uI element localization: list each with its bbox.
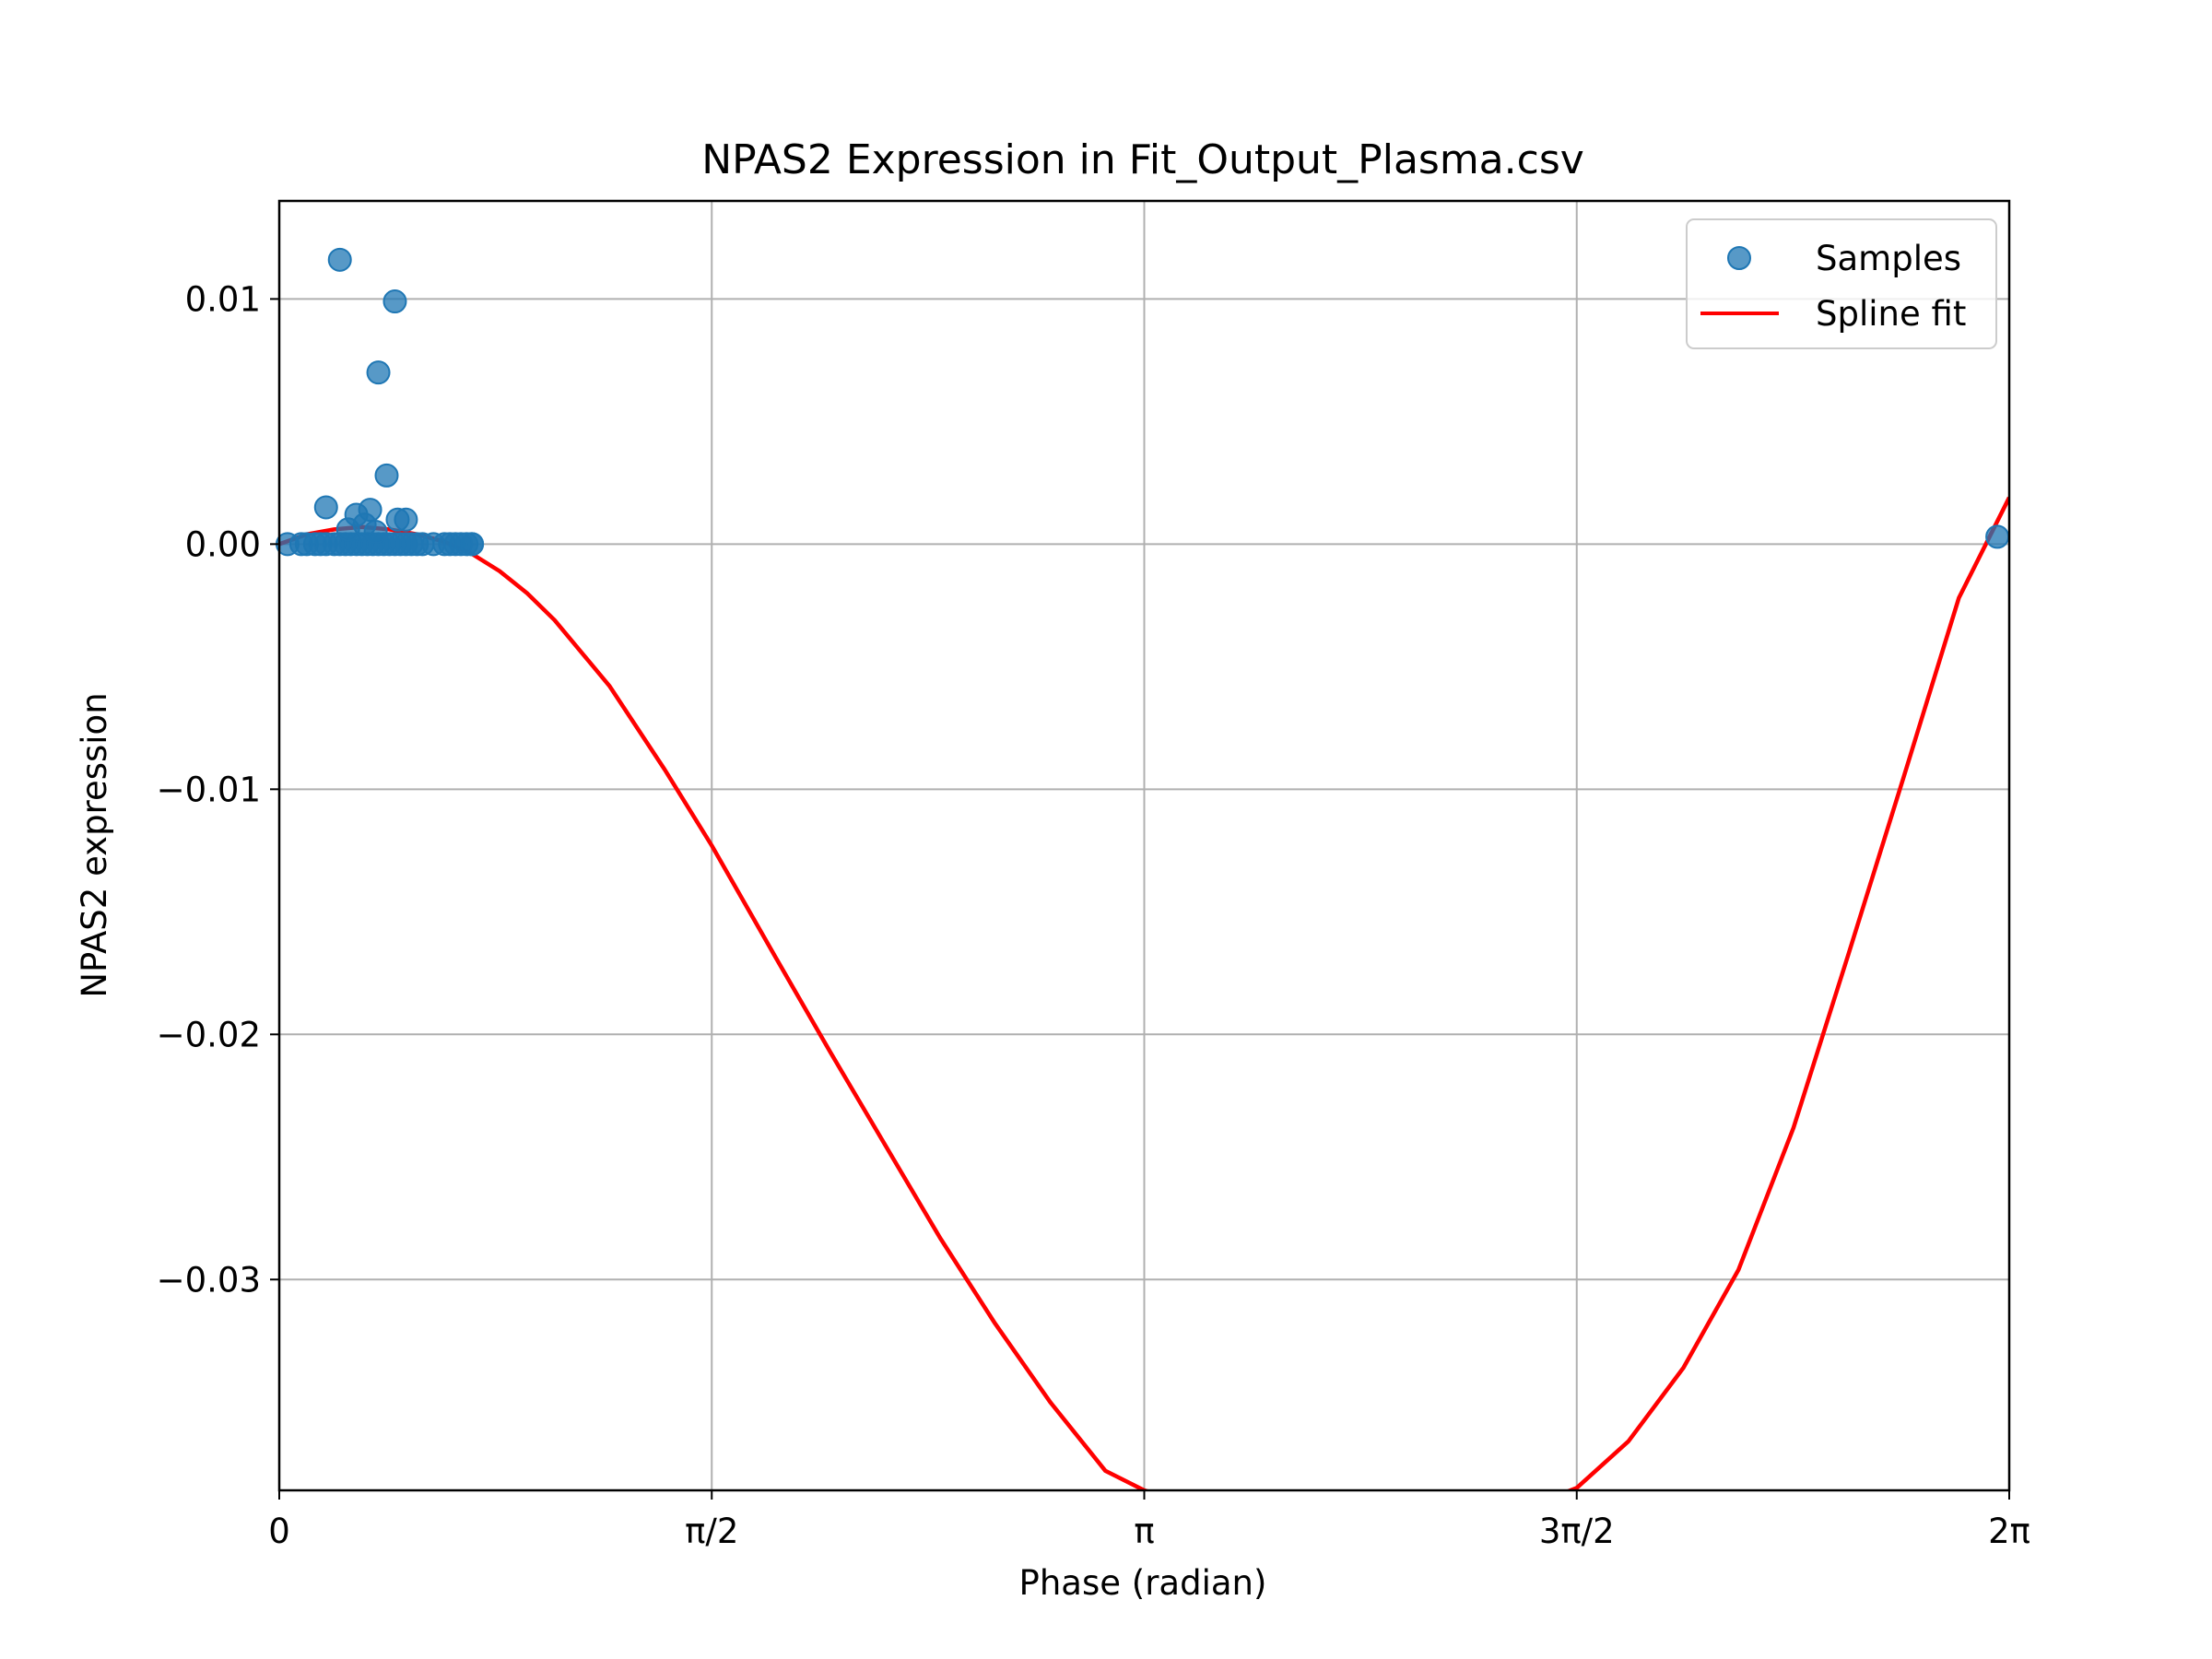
- legend-spline-label: Spline fit: [1816, 294, 1966, 334]
- sample-point: [443, 532, 468, 557]
- sample-point: [352, 512, 377, 537]
- legend-samples-label: Samples: [1816, 239, 1961, 278]
- legend-box: [1686, 218, 1997, 349]
- sample-point: [366, 360, 391, 385]
- y-tick-label: −0.02: [157, 1015, 261, 1054]
- y-tick-label: −0.03: [157, 1260, 261, 1300]
- axes: [270, 199, 2011, 1500]
- sample-point: [327, 247, 352, 272]
- x-tick-label: 2π: [1988, 1512, 2030, 1551]
- y-tick-label: 0.00: [185, 524, 261, 564]
- samples-layer: [275, 247, 2010, 557]
- plot-frame: [277, 199, 2011, 1492]
- chart-title: NPAS2 Expression in Fit_Output_Plasma.cs…: [701, 136, 1584, 183]
- sample-point: [374, 463, 399, 488]
- y-tick-label: 0.01: [185, 279, 261, 319]
- y-axis-label: NPAS2 expression: [75, 692, 114, 997]
- x-tick-label: π: [1134, 1512, 1154, 1551]
- sample-point: [1985, 524, 2010, 549]
- legend-samples-marker: [1727, 246, 1751, 270]
- y-tick-label: −0.01: [157, 770, 261, 809]
- legend: Samples Spline fit: [1686, 218, 1997, 349]
- sample-point: [382, 289, 407, 314]
- x-tick-label: π/2: [685, 1512, 738, 1551]
- sample-point: [421, 532, 446, 557]
- sample-point: [394, 507, 418, 532]
- tick-labels: 0 π/2 π 3π/2 2π 0.01 0.00 −0.01 −0.02 −0.03: [157, 279, 2030, 1551]
- sample-point: [313, 495, 338, 520]
- x-axis-label: Phase (radian): [1019, 1563, 1267, 1603]
- x-tick-label: 0: [268, 1512, 290, 1551]
- x-tick-label: 3π/2: [1539, 1512, 1615, 1551]
